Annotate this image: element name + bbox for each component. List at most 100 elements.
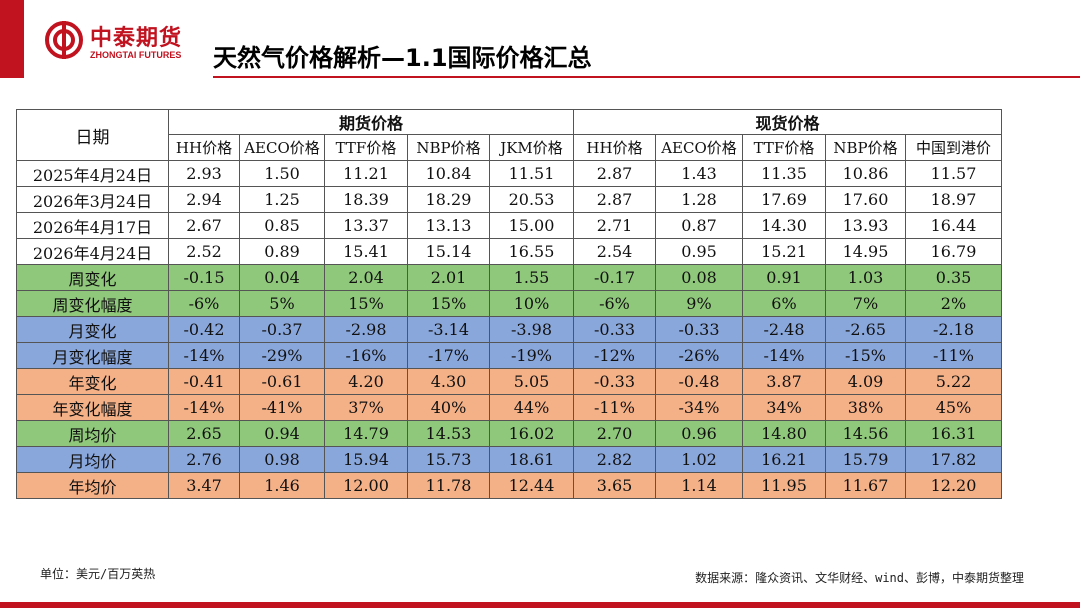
table-cell: 2.87	[573, 160, 656, 187]
table-cell: -6%	[168, 290, 240, 317]
column-header: JKM价格	[489, 134, 574, 161]
table-cell: 0.85	[239, 212, 325, 239]
column-header: NBP价格	[825, 134, 906, 161]
table-cell: 11.78	[407, 472, 490, 499]
table-cell: 11.51	[489, 160, 574, 187]
table-cell: -0.61	[239, 368, 325, 395]
table-cell: 2.94	[168, 186, 240, 213]
table-cell: 17.82	[905, 446, 1002, 473]
table-body: 2025年4月24日 2.93 1.50 11.21 10.84 11.51 2.87 1.4…	[16, 160, 1002, 499]
table-cell: 20.53	[489, 186, 574, 213]
table-cell: 0.94	[239, 420, 325, 447]
table-row: 2026年3月24日 2.94 1.25 18.39 18.29 20.53 2.87 1.2…	[16, 186, 1002, 213]
table-row: 2026年4月17日 2.67 0.85 13.37 13.13 15.00 2.71 0.8…	[16, 212, 1002, 239]
table-row: 月变化 -0.42 -0.37 -2.98 -3.14 -3.98 -0.33 -0.33 -2…	[16, 316, 1002, 343]
table-cell: 10.84	[407, 160, 490, 187]
table-cell: 14.30	[742, 212, 826, 239]
bottom-accent-bar	[0, 602, 1080, 608]
left-accent-bar	[0, 0, 24, 78]
row-label: 周均价	[16, 420, 169, 447]
table-cell: 2.93	[168, 160, 240, 187]
unit-note: 单位：美元/百万英热	[40, 567, 156, 581]
table-cell: 1.14	[655, 472, 743, 499]
table-cell: -3.14	[407, 316, 490, 343]
row-label: 月变化幅度	[16, 342, 169, 369]
row-label: 月变化	[16, 316, 169, 343]
table-cell: 18.61	[489, 446, 574, 473]
table-cell: -3.98	[489, 316, 574, 343]
table-cell: -12%	[573, 342, 656, 369]
table-cell: 18.97	[905, 186, 1002, 213]
table-cell: 4.20	[324, 368, 408, 395]
row-label: 月均价	[16, 446, 169, 473]
data-source-note: 数据来源：隆众资讯、文华财经、wind、彭博，中泰期货整理	[695, 571, 1024, 585]
column-header: TTF价格	[324, 134, 408, 161]
table-cell: 0.87	[655, 212, 743, 239]
table-row: 周变化 -0.15 0.04 2.04 2.01 1.55 -0.17 0.08 0.91 1.0…	[16, 264, 1002, 291]
table-cell: -0.48	[655, 368, 743, 395]
table-cell: -14%	[168, 342, 240, 369]
table-cell: 2.82	[573, 446, 656, 473]
table-cell: 5.22	[905, 368, 1002, 395]
table-cell: 15.00	[489, 212, 574, 239]
table-cell: 1.55	[489, 264, 574, 291]
slide-title: 天然气价格解析—1.1国际价格汇总	[213, 44, 592, 72]
table-cell: 2.52	[168, 238, 240, 265]
column-header-row: HH价格 AECO价格 TTF价格 NBP价格 JKM价格 HH价格 AECO价格 TTF价格…	[17, 134, 1002, 161]
table-cell: 40%	[407, 394, 490, 421]
column-header: AECO价格	[655, 134, 743, 161]
table-cell: 0.91	[742, 264, 826, 291]
table-cell: 16.44	[905, 212, 1002, 239]
table-cell: 16.02	[489, 420, 574, 447]
table-cell: 15%	[407, 290, 490, 317]
table-cell: 15.21	[742, 238, 826, 265]
table-cell: 38%	[825, 394, 906, 421]
table-cell: 12.00	[324, 472, 408, 499]
table-cell: 12.20	[905, 472, 1002, 499]
table-cell: 11.57	[905, 160, 1002, 187]
table-cell: 15.79	[825, 446, 906, 473]
table-cell: -0.41	[168, 368, 240, 395]
table-cell: 4.09	[825, 368, 906, 395]
date-header: 日期	[16, 109, 169, 161]
table-cell: 14.79	[324, 420, 408, 447]
table-cell: 11.35	[742, 160, 826, 187]
table-cell: -2.65	[825, 316, 906, 343]
table-cell: 13.13	[407, 212, 490, 239]
table-cell: 1.03	[825, 264, 906, 291]
table-cell: 0.89	[239, 238, 325, 265]
table-cell: -0.33	[573, 368, 656, 395]
row-label: 周变化	[16, 264, 169, 291]
table-cell: 15%	[324, 290, 408, 317]
table-cell: 15.73	[407, 446, 490, 473]
table-cell: 34%	[742, 394, 826, 421]
table-cell: 3.47	[168, 472, 240, 499]
row-label: 年均价	[16, 472, 169, 499]
table-cell: -0.33	[573, 316, 656, 343]
table-cell: -14%	[168, 394, 240, 421]
table-cell: 2.54	[573, 238, 656, 265]
table-cell: -2.18	[905, 316, 1002, 343]
column-header: HH价格	[573, 134, 656, 161]
table-cell: 2.67	[168, 212, 240, 239]
table-cell: 1.50	[239, 160, 325, 187]
table-cell: 13.93	[825, 212, 906, 239]
row-label: 2026年4月17日	[16, 212, 169, 239]
table-cell: 45%	[905, 394, 1002, 421]
table-cell: 44%	[489, 394, 574, 421]
table-cell: 1.43	[655, 160, 743, 187]
table-row: 周均价 2.65 0.94 14.79 14.53 16.02 2.70 0.96 14.80 1…	[16, 420, 1002, 447]
table-cell: -19%	[489, 342, 574, 369]
table-cell: 1.28	[655, 186, 743, 213]
column-header: AECO价格	[239, 134, 325, 161]
row-label: 年变化幅度	[16, 394, 169, 421]
table-cell: 10.86	[825, 160, 906, 187]
table-cell: -0.15	[168, 264, 240, 291]
table-cell: 2.76	[168, 446, 240, 473]
futures-group-header: 期货价格	[168, 109, 574, 135]
table-cell: 16.55	[489, 238, 574, 265]
table-cell: 5.05	[489, 368, 574, 395]
column-header: HH价格	[168, 134, 240, 161]
table-cell: -11%	[905, 342, 1002, 369]
table-row: 2026年4月24日 2.52 0.89 15.41 15.14 16.55 2.54 0.9…	[16, 238, 1002, 265]
